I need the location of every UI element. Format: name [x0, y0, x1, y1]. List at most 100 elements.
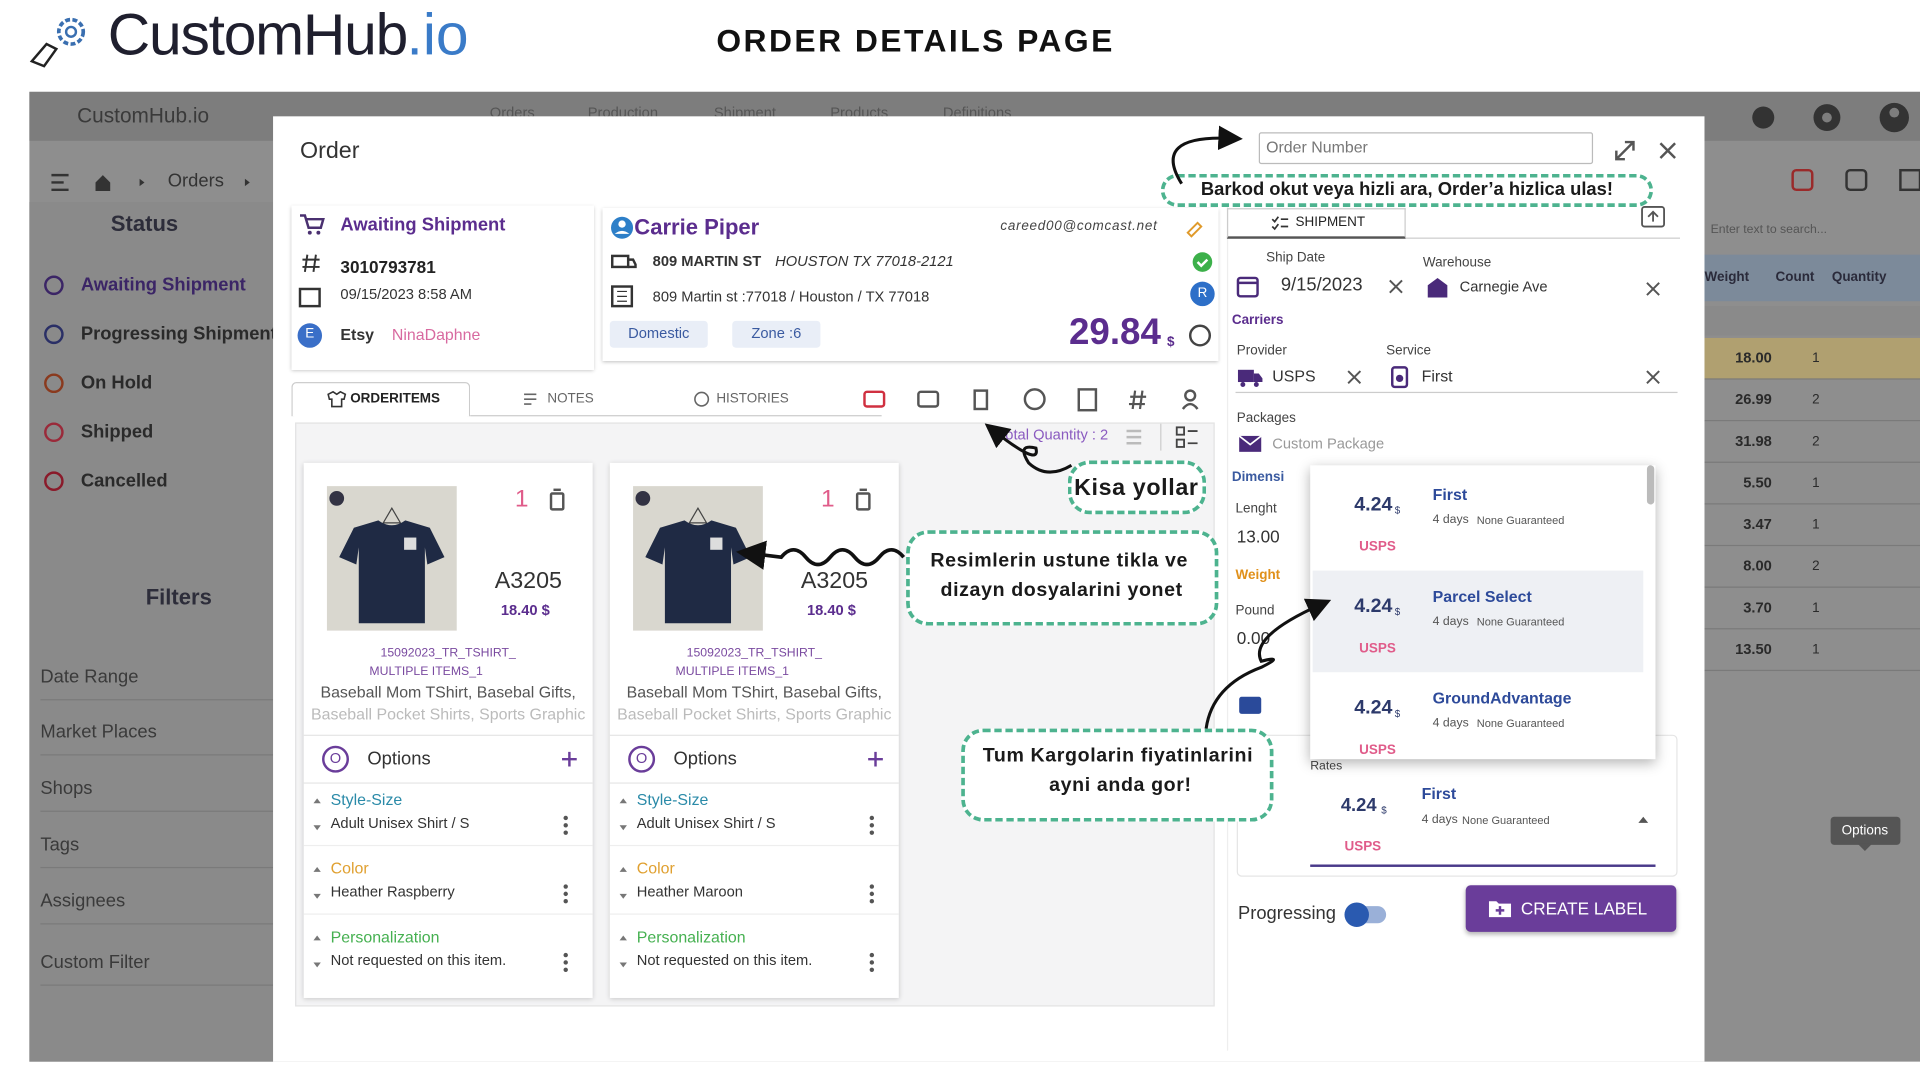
- option-name: Personalization: [330, 927, 440, 946]
- option-toggle: [313, 866, 321, 899]
- option-menu: [869, 815, 875, 835]
- rate-underline: [1310, 864, 1656, 867]
- table-header: [1704, 254, 1920, 302]
- order-card-icons: [297, 214, 325, 348]
- rate-row-hover: [1312, 570, 1644, 673]
- table-header-cell: Weight: [1704, 270, 1750, 285]
- total-quantity: Total Quantity : 2: [997, 426, 1109, 444]
- options-header: [609, 734, 899, 784]
- status-item[interactable]: Progressing Shipment: [80, 323, 277, 345]
- rate-days: 4 days: [1421, 813, 1458, 827]
- divider: [40, 699, 274, 701]
- customer-name: Carrie Piper: [634, 215, 760, 240]
- underline: [1235, 391, 1678, 394]
- annotation-text: dizayn dosyalarini yonet: [940, 580, 1183, 601]
- option-menu: [869, 952, 875, 973]
- status-item[interactable]: Shipped: [80, 421, 154, 443]
- rate-currency: $: [1394, 708, 1401, 720]
- order-status: Awaiting Shipment: [340, 214, 506, 236]
- rate-price[interactable]: 4.24: [1354, 494, 1393, 516]
- tab[interactable]: HISTORIES: [716, 391, 789, 407]
- annotation-text: Barkod okut veya hizli ara, Order’a hizl…: [1200, 179, 1613, 201]
- annotation-images: [906, 530, 1219, 626]
- filter-item[interactable]: Assignees: [40, 890, 126, 912]
- button-label[interactable]: CREATE LABEL: [1520, 898, 1648, 919]
- filter-item[interactable]: Tags: [40, 834, 80, 856]
- rate-price: 4.24: [1340, 795, 1377, 816]
- field-value: USPS: [1272, 366, 1316, 386]
- option-value: Adult Unisex Shirt / S: [636, 814, 776, 832]
- row-divider: [1704, 503, 1920, 505]
- filter-item[interactable]: Date Range: [40, 666, 139, 688]
- app-brand: CustomHub.io: [77, 104, 210, 128]
- rate-guarantee: None Guaranteed: [1476, 514, 1565, 527]
- sidebar: [29, 202, 274, 1062]
- tab[interactable]: ORDERITEMS: [350, 391, 441, 407]
- item-delete: [549, 488, 565, 511]
- options-badge: [628, 745, 656, 773]
- option-toggle: [619, 866, 627, 899]
- options-badge: [322, 745, 349, 773]
- item-delete: [855, 488, 871, 511]
- field-label: Service: [1386, 343, 1432, 359]
- option-value: Heather Maroon: [636, 882, 743, 901]
- calendar-icon: [1236, 276, 1259, 298]
- rate-days: 4 days: [1432, 513, 1469, 527]
- shipment-tab[interactable]: [1226, 208, 1406, 239]
- option-menu: [563, 815, 568, 835]
- filter-item[interactable]: Custom Filter: [40, 951, 150, 973]
- row-divider: [1704, 586, 1920, 588]
- modal-controls: [1615, 140, 1676, 161]
- rate-carrier: USPS: [1359, 742, 1396, 758]
- rate-service[interactable]: GroundAdvantage: [1432, 688, 1572, 708]
- filter-item[interactable]: Market Places: [40, 721, 157, 743]
- item-price: 18.40 $: [806, 601, 856, 619]
- status-item[interactable]: Cancelled: [80, 470, 168, 492]
- toolbar-icons: [1791, 168, 1920, 192]
- rate-price[interactable]: 4.24: [1354, 697, 1393, 719]
- table-header-cell: Count: [1775, 270, 1815, 285]
- brand: CustomHub: [107, 2, 409, 68]
- filter-item[interactable]: Shops: [40, 778, 93, 799]
- item-title: Baseball Pocket Shirts, Sports Graphic: [311, 704, 586, 724]
- option-menu: [563, 952, 568, 973]
- truck-icon: [1237, 369, 1263, 387]
- item-file: MULTIPLE ITEMS_1: [369, 665, 483, 679]
- address-city: HOUSTON TX 77018-2121: [775, 252, 954, 270]
- option-name: Color: [636, 859, 675, 878]
- field-label: Pound: [1235, 603, 1275, 618]
- tag-label: Zone :6: [751, 324, 802, 342]
- tag-label: Domestic: [628, 324, 690, 342]
- option-menu: [563, 884, 568, 904]
- row-divider: [1704, 669, 1920, 672]
- option-value: Adult Unisex Shirt / S: [330, 814, 470, 832]
- order-date: 09/15/2023 8:58 AM: [340, 285, 472, 303]
- status-item[interactable]: Awaiting Shipment: [80, 274, 246, 296]
- badge-label: O: [635, 749, 648, 767]
- rate-days: 4 days: [1432, 615, 1469, 629]
- rate-price[interactable]: 4.24: [1354, 596, 1393, 617]
- toggle-knob[interactable]: [1344, 902, 1369, 927]
- item-price: 18.40 $: [500, 601, 550, 619]
- tab-active[interactable]: [291, 382, 471, 417]
- option-toggle: [313, 798, 321, 831]
- field-label: Provider: [1236, 343, 1287, 359]
- rate-carrier: USPS: [1359, 539, 1396, 555]
- annotation-shortcuts: [1067, 460, 1207, 515]
- order-number-input[interactable]: [1258, 132, 1594, 165]
- customer-icons: [611, 216, 1215, 347]
- annotation-rates: [961, 728, 1274, 822]
- annotation-text: Tum Kargolarin fiyatinlarini: [982, 745, 1254, 767]
- field-label: Rates: [1310, 759, 1343, 773]
- status-item[interactable]: On Hold: [80, 372, 153, 394]
- annotation-search: [1160, 173, 1654, 207]
- rate-service[interactable]: First: [1432, 485, 1468, 504]
- rate-service[interactable]: Parcel Select: [1432, 587, 1532, 606]
- tab[interactable]: NOTES: [547, 391, 594, 407]
- logo-icon: [29, 17, 86, 68]
- item-sku: A3205: [800, 568, 869, 594]
- cell-weight: 3.70: [1743, 598, 1772, 617]
- item-qty: 1: [820, 485, 835, 513]
- brand-suffix: .io: [406, 2, 469, 68]
